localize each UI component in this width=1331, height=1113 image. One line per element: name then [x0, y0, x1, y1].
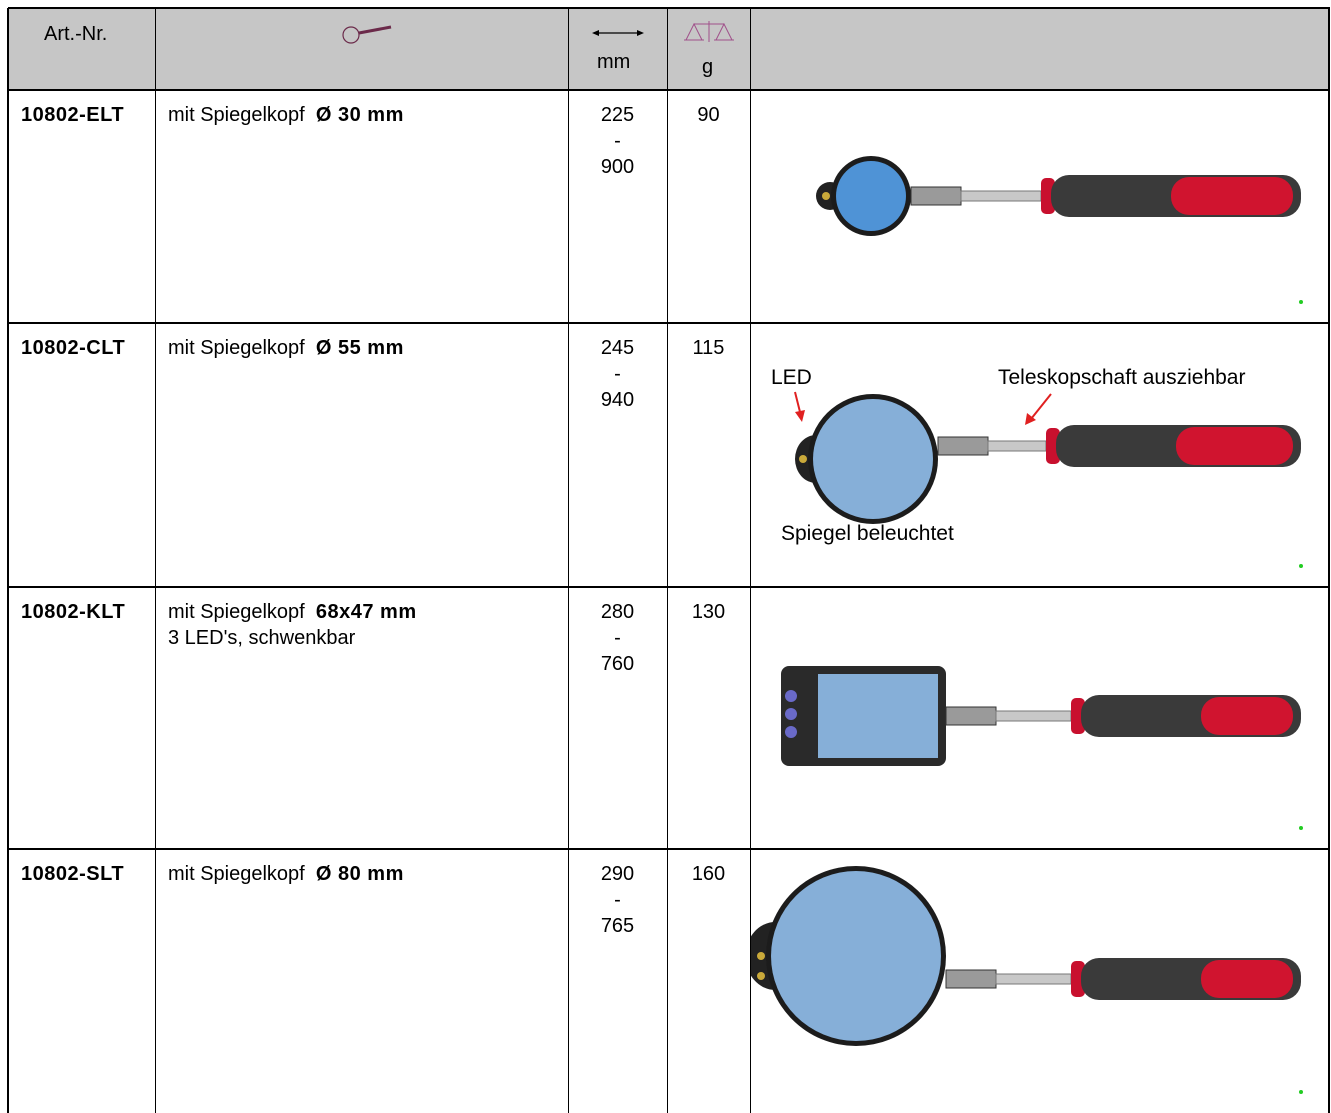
description-note: 3 LED's, schwenkbar	[168, 627, 356, 649]
length: 940	[600, 389, 635, 411]
description: mit Spiegelkopf Ø 55 mm	[168, 337, 404, 360]
weight: 90	[697, 104, 720, 126]
length: 290	[600, 863, 635, 885]
length: 760	[600, 653, 635, 675]
mirror	[836, 161, 906, 231]
product-image	[781, 666, 1303, 830]
handle-collar	[1071, 698, 1085, 734]
joint	[945, 969, 997, 989]
handle-collar	[1041, 178, 1055, 214]
shaft	[960, 190, 1042, 202]
art-nr: 10802-SLT	[21, 863, 125, 885]
handle-tip	[1171, 177, 1293, 215]
description-text: mit Spiegelkopf	[168, 337, 305, 359]
led	[757, 972, 765, 980]
row-line	[8, 586, 1330, 588]
row-line	[8, 322, 1330, 324]
joint	[910, 186, 962, 206]
mirror-size: 68x47 mm	[315, 601, 417, 623]
handle-tip	[1201, 697, 1293, 735]
column-line	[750, 8, 751, 1113]
header-mirror-icon	[342, 25, 392, 44]
mirror	[818, 674, 938, 758]
handle-collar	[1046, 428, 1060, 464]
joint	[937, 436, 989, 456]
length: 280	[600, 601, 635, 623]
length: -	[614, 889, 621, 911]
row-line	[8, 848, 1330, 850]
length: 225	[600, 104, 635, 126]
marker-dot	[1299, 1090, 1303, 1094]
led	[785, 726, 797, 738]
art-nr: 10802-KLT	[21, 601, 126, 623]
length: 900	[600, 156, 635, 178]
marker-dot	[1299, 300, 1303, 304]
led	[799, 455, 807, 463]
annotation: LED	[771, 366, 812, 389]
product-image: LED Teleskopschaft ausziehbar Spiegel bele…	[771, 366, 1303, 568]
annotation: Teleskopschaft ausziehbar	[998, 366, 1245, 389]
handle-tip	[1176, 427, 1293, 465]
art-nr: 10802-CLT	[21, 337, 126, 359]
length: -	[614, 130, 621, 152]
length: 765	[600, 915, 635, 937]
description: mit Spiegelkopf Ø 30 mm	[168, 104, 404, 127]
weight: 115	[692, 337, 725, 359]
shaft	[987, 440, 1047, 452]
art-nr: 10802-ELT	[21, 104, 125, 126]
header-weight-unit: g	[702, 56, 714, 78]
description: mit Spiegelkopf Ø 80 mm	[168, 863, 404, 886]
led	[822, 192, 830, 200]
annotation: Spiegel beleuchtet	[781, 522, 954, 545]
marker-dot	[1299, 564, 1303, 568]
shaft	[995, 710, 1072, 722]
marker-dot	[1299, 826, 1303, 830]
column-line	[7, 8, 9, 1113]
header-length-icon	[592, 30, 644, 36]
row-line	[8, 89, 1330, 91]
mirror-size: Ø 55 mm	[315, 337, 404, 359]
column-line	[1328, 8, 1330, 1113]
handle-collar	[1071, 961, 1085, 997]
mirror	[771, 871, 941, 1041]
length: -	[614, 363, 621, 385]
border-line	[8, 7, 1330, 9]
column-line	[568, 8, 569, 1113]
led	[757, 952, 765, 960]
handle-tip	[1201, 960, 1293, 998]
header-art-nr: Art.-Nr.	[44, 23, 108, 45]
header-weight-icon	[684, 21, 734, 42]
mirror-size: Ø 80 mm	[315, 863, 404, 885]
weight: 130	[691, 601, 726, 623]
column-line	[155, 8, 156, 1113]
annotation-arrowhead	[795, 410, 805, 422]
mirror-size: Ø 30 mm	[315, 104, 404, 126]
length: -	[614, 627, 621, 649]
led	[785, 708, 797, 720]
length: 245	[600, 337, 635, 359]
description-text: mit Spiegelkopf	[168, 601, 305, 623]
description-text: mit Spiegelkopf	[168, 104, 305, 126]
led	[785, 690, 797, 702]
annotation-arrowhead	[1025, 413, 1036, 425]
header-bg	[8, 8, 1330, 90]
product-image	[816, 156, 1303, 304]
weight: 160	[691, 863, 726, 885]
description-text: mit Spiegelkopf	[168, 863, 305, 885]
shaft	[995, 973, 1072, 985]
column-line	[667, 8, 668, 1113]
description: mit Spiegelkopf 68x47 mm	[168, 601, 417, 624]
mirror	[813, 399, 933, 519]
header-length-unit: mm	[597, 51, 631, 73]
joint	[945, 706, 997, 726]
product-image	[751, 866, 1303, 1094]
annotation-arrow	[1030, 393, 1052, 420]
